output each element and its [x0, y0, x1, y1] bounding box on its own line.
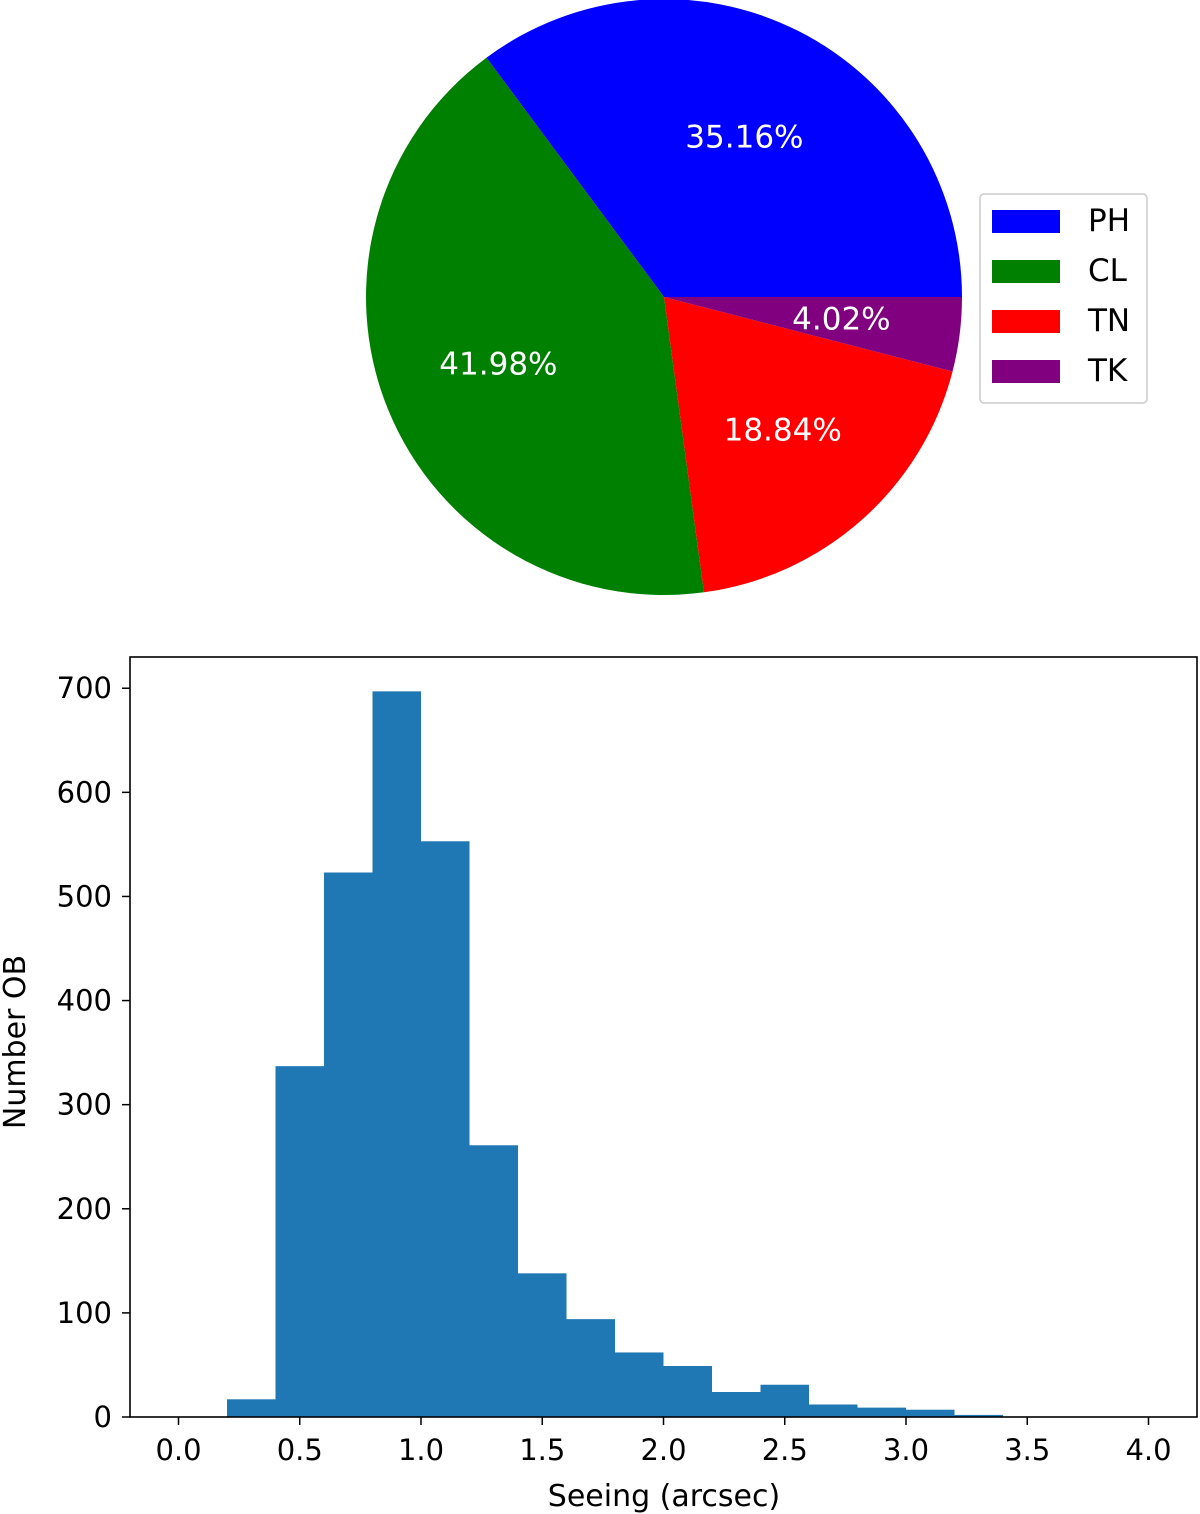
histogram-bars [227, 691, 1003, 1417]
y-tick-label: 300 [57, 1088, 112, 1122]
x-tick-label: 3.5 [1004, 1433, 1050, 1467]
pie-chart: 35.16% 41.98% 18.84% 4.02% PH CL TN TK [366, 0, 1148, 595]
pie-slice-tn [664, 297, 953, 593]
histogram-bar [469, 1145, 518, 1417]
histogram-chart: 0.0 0.5 1.0 1.5 2.0 2.5 3.0 3.5 4.0 0 100 200 300 40… [0, 656, 1198, 1514]
histogram-bar [954, 1414, 1003, 1417]
histogram-bar [421, 841, 470, 1417]
pie-slice-cl [366, 57, 704, 595]
histogram-bar [372, 691, 421, 1417]
histogram-bar [906, 1409, 955, 1417]
histogram-bar [712, 1392, 761, 1417]
x-tick-label: 0.5 [277, 1433, 323, 1467]
histogram-bar [275, 1066, 324, 1417]
y-tick-label: 100 [57, 1296, 112, 1330]
histogram-bar [663, 1365, 712, 1417]
y-axis-label: Number OB [0, 955, 33, 1129]
pie-slice-label-tn: 18.84% [724, 413, 842, 449]
pie-slice-label-cl: 41.98% [439, 346, 557, 382]
legend-swatch-tk [992, 360, 1060, 383]
histogram-bar [857, 1407, 906, 1417]
x-tick-label: 3.0 [883, 1433, 929, 1467]
legend-label-tk: TK [1087, 353, 1128, 389]
y-tick-label: 700 [57, 671, 112, 705]
pie-slice-ph [486, 0, 962, 297]
pie-slice-label-tk: 4.02% [792, 302, 890, 338]
legend-label-tn: TN [1087, 303, 1130, 339]
legend-label-cl: CL [1088, 253, 1128, 289]
y-tick-label: 200 [57, 1192, 112, 1226]
legend-label-ph: PH [1088, 203, 1130, 239]
legend-frame [979, 193, 1148, 404]
legend-swatch-ph [992, 210, 1060, 233]
pie-slices [366, 0, 962, 595]
y-axis-ticks: 0 100 200 300 400 500 600 700 [57, 671, 130, 1434]
histogram-bar [324, 872, 373, 1417]
pie-legend: PH CL TN TK [979, 193, 1148, 404]
legend-swatch-cl [992, 260, 1060, 283]
x-tick-label: 4.0 [1125, 1433, 1171, 1467]
x-tick-label: 1.0 [398, 1433, 444, 1467]
histogram-bar [227, 1399, 276, 1417]
pie-slice-tk [664, 297, 962, 372]
x-axis-label: Seeing (arcsec) [548, 1479, 780, 1514]
x-tick-label: 1.5 [519, 1433, 565, 1467]
histogram-bar [518, 1273, 567, 1417]
legend-swatch-tn [992, 310, 1060, 333]
histogram-bar [566, 1319, 615, 1417]
x-tick-label: 2.5 [762, 1433, 808, 1467]
pie-slice-label-ph: 35.16% [685, 119, 803, 155]
y-tick-label: 400 [57, 984, 112, 1018]
x-tick-label: 2.0 [640, 1433, 686, 1467]
histogram-bar [615, 1352, 664, 1417]
x-tick-label: 0.0 [155, 1433, 201, 1467]
y-tick-label: 500 [57, 879, 112, 913]
y-tick-label: 600 [57, 775, 112, 809]
legend-entries: PH CL TN TK [992, 203, 1130, 389]
x-axis-ticks: 0.0 0.5 1.0 1.5 2.0 2.5 3.0 3.5 4.0 [155, 1417, 1172, 1467]
y-tick-label: 0 [94, 1400, 112, 1434]
histogram-bar [809, 1404, 858, 1417]
pie-slice-labels: 35.16% 41.98% 18.84% 4.02% [439, 119, 890, 448]
histogram-bar [760, 1384, 809, 1417]
